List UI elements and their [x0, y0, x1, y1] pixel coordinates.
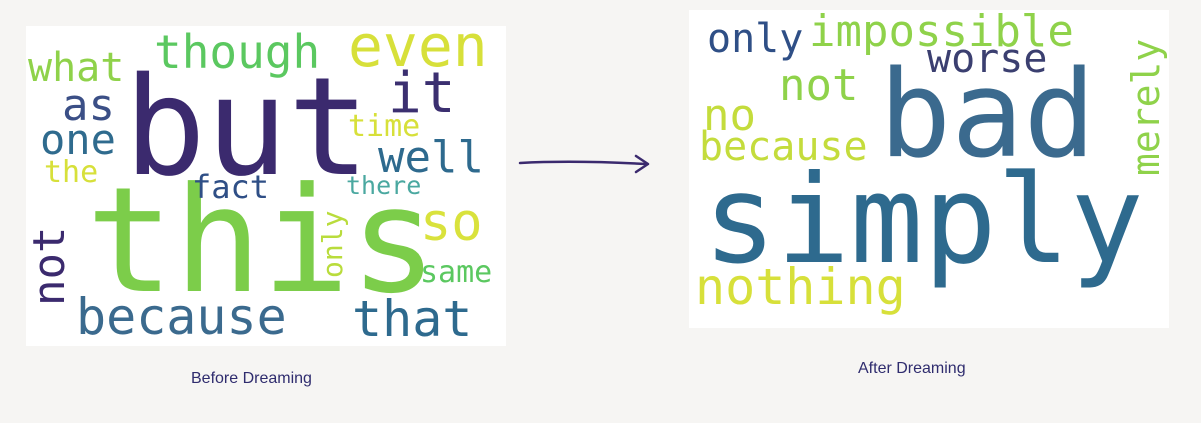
word-as: as [62, 80, 115, 131]
word-this: this [86, 156, 438, 326]
word-one: one [40, 115, 116, 164]
word-it: it [388, 61, 455, 126]
word-impossible: impossible [809, 10, 1074, 57]
word-only: only [707, 16, 803, 62]
word-time: time [348, 109, 420, 144]
word-same: same [420, 255, 492, 290]
word-but: but [124, 49, 370, 207]
word-though: though [154, 26, 320, 79]
caption-after: After Dreaming [858, 360, 966, 377]
word-because: because [699, 124, 868, 170]
word-not: not [26, 227, 75, 306]
word-fact: fact [192, 168, 269, 206]
word-there: there [346, 171, 421, 200]
word-well: well [378, 132, 484, 183]
word-so: so [420, 193, 483, 253]
word-bad: bad [879, 46, 1096, 185]
word-that: that [352, 290, 472, 346]
word-no: no [703, 90, 756, 141]
arrow-right-icon [518, 154, 650, 174]
word-because: because [76, 288, 287, 346]
word-what: what [28, 45, 124, 91]
arrow-head [634, 154, 650, 174]
word-only: only [316, 211, 349, 278]
word-simply: simply [703, 149, 1144, 291]
word-cloud-before-svg: but this even though what as one it time… [26, 26, 492, 346]
word-cloud-after-svg: only impossible worse not merely no beca… [695, 10, 1168, 316]
word-not: not [779, 60, 858, 111]
word-cloud-before: but this even though what as one it time… [26, 26, 506, 346]
word-cloud-after: only impossible worse not merely no beca… [689, 10, 1169, 328]
caption-before: Before Dreaming [191, 370, 312, 387]
word-even: even [348, 26, 488, 80]
word-worse: worse [927, 36, 1047, 82]
word-merely: merely [1124, 39, 1168, 176]
arrow-shaft [518, 160, 648, 166]
word-nothing: nothing [695, 258, 906, 316]
word-the: the [44, 155, 98, 190]
